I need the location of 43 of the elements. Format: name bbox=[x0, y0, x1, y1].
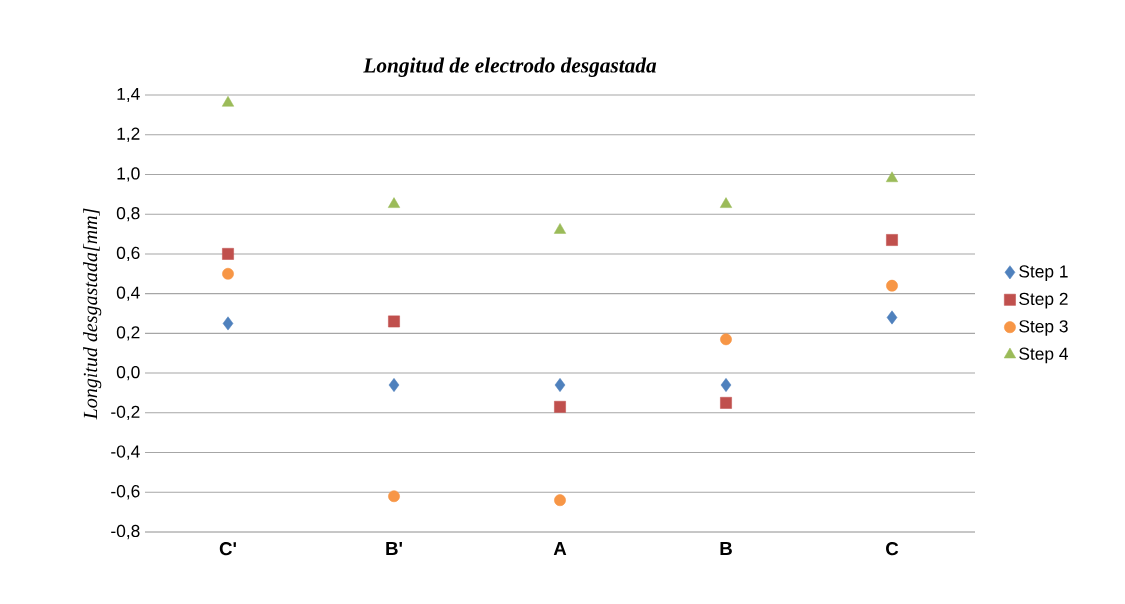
point bbox=[886, 310, 898, 325]
x-tick-label: B bbox=[720, 542, 732, 555]
point bbox=[554, 378, 566, 392]
point bbox=[222, 248, 234, 260]
point bbox=[388, 378, 400, 392]
point bbox=[719, 197, 733, 208]
y-tick-label: -0,8 bbox=[111, 524, 140, 540]
y-tick-label: 0,8 bbox=[116, 207, 140, 222]
y-tick-label: 0,2 bbox=[116, 326, 140, 341]
point bbox=[554, 400, 566, 413]
y-tick-label: 1,2 bbox=[117, 127, 140, 142]
y-axis-title: Longitud desgastada[mm] bbox=[83, 208, 102, 420]
legend-label: Step 2 bbox=[1019, 292, 1068, 309]
point bbox=[720, 397, 732, 409]
x-tick-label: C' bbox=[219, 542, 236, 556]
y-tick-label: 0,6 bbox=[116, 246, 140, 262]
point bbox=[388, 490, 400, 503]
point bbox=[222, 267, 234, 280]
x-tick-label: A bbox=[553, 542, 567, 555]
y-tick-label: 0,0 bbox=[116, 365, 140, 381]
x-tick-label: B' bbox=[386, 542, 402, 555]
point bbox=[720, 333, 732, 346]
point bbox=[885, 171, 899, 183]
point bbox=[553, 223, 567, 234]
point bbox=[222, 316, 234, 331]
y-tick-label: -0,4 bbox=[111, 445, 140, 460]
y-tick-label: -0,6 bbox=[111, 485, 140, 500]
point bbox=[388, 315, 400, 328]
y-tick-label: 1,0 bbox=[117, 167, 140, 182]
x-tick-label: C bbox=[886, 542, 899, 556]
chart-title: Longitud de electrodo desgastada bbox=[363, 57, 657, 77]
point bbox=[886, 279, 898, 292]
y-tick-label: 1,4 bbox=[117, 87, 140, 103]
y-tick-label: -0,2 bbox=[111, 405, 140, 420]
legend-label: Step 1 bbox=[1019, 265, 1068, 281]
point bbox=[886, 234, 898, 246]
legend-label: Step 3 bbox=[1019, 320, 1068, 336]
point bbox=[720, 378, 732, 392]
point bbox=[554, 494, 566, 507]
legend-label: Step 4 bbox=[1019, 347, 1068, 364]
point bbox=[387, 197, 401, 208]
point bbox=[221, 96, 235, 107]
y-tick-label: 0,4 bbox=[116, 286, 140, 301]
